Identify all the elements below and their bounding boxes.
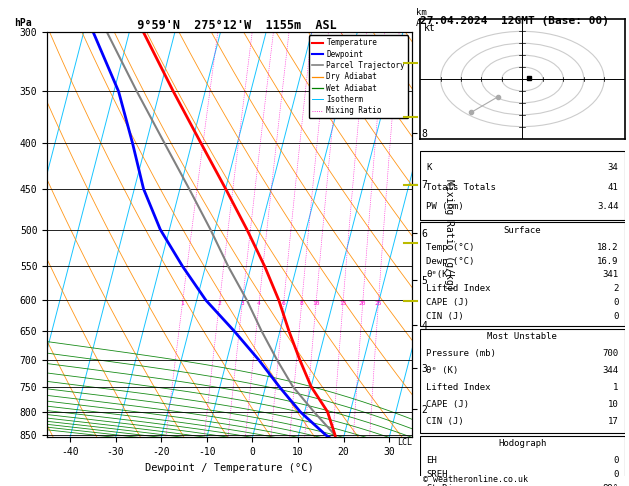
Text: hPa: hPa [14, 17, 32, 28]
Text: CIN (J): CIN (J) [426, 312, 464, 321]
Text: 15: 15 [339, 301, 347, 306]
Text: PW (cm): PW (cm) [426, 203, 464, 211]
Text: 17: 17 [608, 417, 618, 426]
Text: StmDir: StmDir [426, 484, 459, 486]
Text: SREH: SREH [426, 470, 448, 479]
Legend: Temperature, Dewpoint, Parcel Trajectory, Dry Adiabat, Wet Adiabat, Isotherm, Mi: Temperature, Dewpoint, Parcel Trajectory… [309, 35, 408, 118]
Text: EH: EH [426, 456, 437, 465]
Text: 344: 344 [603, 366, 618, 375]
Text: 3.44: 3.44 [597, 203, 618, 211]
Text: 10: 10 [312, 301, 320, 306]
Text: 700: 700 [603, 349, 618, 358]
Text: Temp (°C): Temp (°C) [426, 243, 475, 252]
Text: 34: 34 [608, 163, 618, 172]
Title:   9°59'N  275°12'W  1155m  ASL: 9°59'N 275°12'W 1155m ASL [123, 18, 337, 32]
Text: 8: 8 [300, 301, 304, 306]
Text: Lifted Index: Lifted Index [426, 383, 491, 392]
Text: 1: 1 [181, 301, 184, 306]
Text: CAPE (J): CAPE (J) [426, 400, 469, 409]
Text: Hodograph: Hodograph [498, 439, 547, 449]
Text: 2: 2 [613, 284, 618, 293]
Text: Most Unstable: Most Unstable [487, 332, 557, 341]
Text: θᵉ (K): θᵉ (K) [426, 366, 459, 375]
Text: 1: 1 [613, 383, 618, 392]
Text: 0: 0 [613, 298, 618, 307]
Text: 0: 0 [613, 456, 618, 465]
Text: θᵉ(K): θᵉ(K) [426, 270, 453, 279]
Text: Surface: Surface [504, 226, 541, 235]
Text: Pressure (mb): Pressure (mb) [426, 349, 496, 358]
Text: 3: 3 [240, 301, 244, 306]
FancyBboxPatch shape [420, 223, 625, 326]
Text: 10: 10 [608, 400, 618, 409]
FancyBboxPatch shape [420, 329, 625, 434]
Text: CAPE (J): CAPE (J) [426, 298, 469, 307]
Text: 89°: 89° [603, 484, 618, 486]
Text: kt: kt [425, 23, 436, 33]
Text: 6: 6 [282, 301, 286, 306]
Text: 4: 4 [257, 301, 261, 306]
Text: CIN (J): CIN (J) [426, 417, 464, 426]
FancyBboxPatch shape [420, 435, 625, 486]
Text: 18.2: 18.2 [597, 243, 618, 252]
Text: 0: 0 [613, 312, 618, 321]
FancyBboxPatch shape [420, 151, 625, 220]
Text: LCL: LCL [397, 438, 412, 447]
Text: K: K [426, 163, 431, 172]
Text: 16.9: 16.9 [597, 257, 618, 265]
Text: Dewp (°C): Dewp (°C) [426, 257, 475, 265]
Text: © weatheronline.co.uk: © weatheronline.co.uk [423, 474, 528, 484]
Text: 2: 2 [218, 301, 221, 306]
Text: 20: 20 [359, 301, 367, 306]
Y-axis label: Mixing Ratio (g/kg): Mixing Ratio (g/kg) [444, 179, 454, 290]
Text: Lifted Index: Lifted Index [426, 284, 491, 293]
Text: 27.04.2024  12GMT (Base: 00): 27.04.2024 12GMT (Base: 00) [420, 16, 609, 26]
Text: 0: 0 [613, 470, 618, 479]
Text: 41: 41 [608, 183, 618, 191]
Text: 341: 341 [603, 270, 618, 279]
X-axis label: Dewpoint / Temperature (°C): Dewpoint / Temperature (°C) [145, 463, 314, 473]
Text: km
ASL: km ASL [416, 8, 431, 28]
Text: 25: 25 [374, 301, 382, 306]
Text: Totals Totals: Totals Totals [426, 183, 496, 191]
